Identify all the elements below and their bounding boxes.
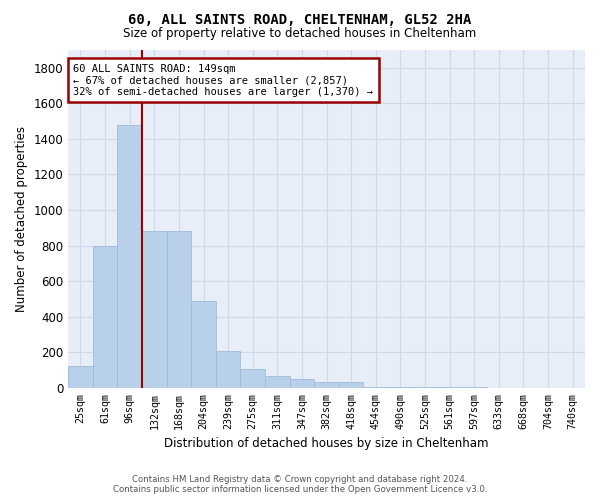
Text: Contains HM Land Registry data © Crown copyright and database right 2024.
Contai: Contains HM Land Registry data © Crown c…: [113, 474, 487, 494]
X-axis label: Distribution of detached houses by size in Cheltenham: Distribution of detached houses by size …: [164, 437, 489, 450]
Bar: [191, 300, 216, 388]
Text: Size of property relative to detached houses in Cheltenham: Size of property relative to detached ho…: [124, 28, 476, 40]
Bar: [388, 387, 413, 388]
Bar: [290, 379, 314, 388]
Bar: [265, 376, 290, 388]
Bar: [118, 124, 142, 388]
Bar: [339, 382, 364, 388]
Bar: [93, 246, 118, 388]
Text: 60 ALL SAINTS ROAD: 149sqm
← 67% of detached houses are smaller (2,857)
32% of s: 60 ALL SAINTS ROAD: 149sqm ← 67% of deta…: [73, 64, 373, 96]
Text: 60, ALL SAINTS ROAD, CHELTENHAM, GL52 2HA: 60, ALL SAINTS ROAD, CHELTENHAM, GL52 2H…: [128, 12, 472, 26]
Bar: [413, 387, 437, 388]
Bar: [142, 232, 167, 388]
Bar: [241, 369, 265, 388]
Bar: [364, 387, 388, 388]
Bar: [68, 366, 93, 388]
Bar: [314, 382, 339, 388]
Bar: [216, 352, 241, 388]
Bar: [167, 232, 191, 388]
Y-axis label: Number of detached properties: Number of detached properties: [15, 126, 28, 312]
